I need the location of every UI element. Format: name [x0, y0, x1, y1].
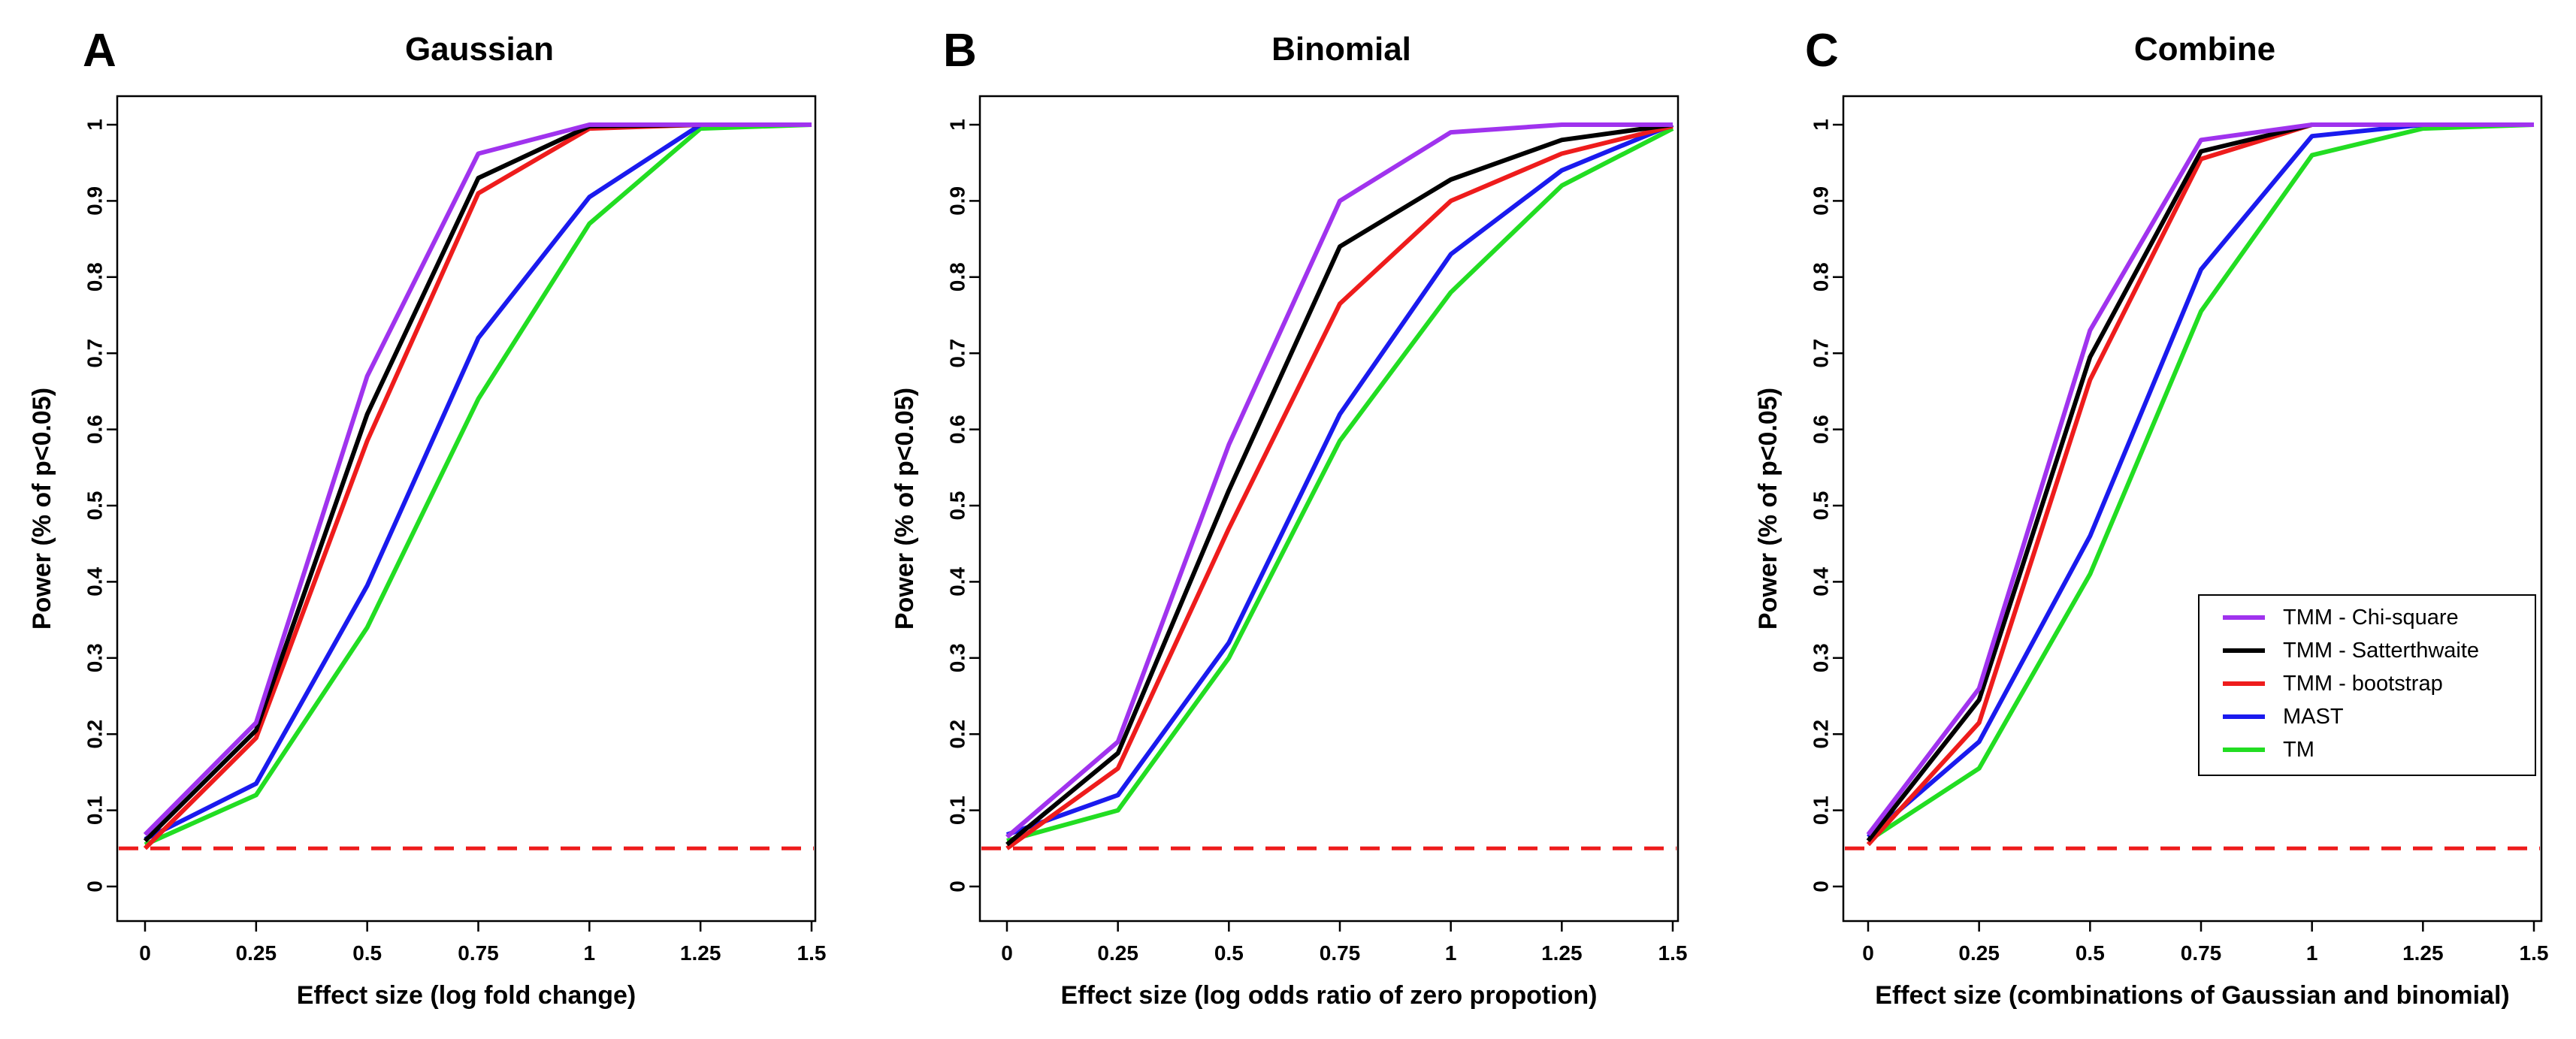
series-line-tm [1867, 122, 2535, 843]
plot-frame [1842, 95, 2543, 923]
x-tick-label: 1 [584, 941, 596, 965]
y-tick-label: 0.5 [1810, 491, 1833, 521]
legend-entry: TMM - Chi-square [2283, 606, 2459, 630]
legend-entry: TMM - Satterthwaite [2283, 639, 2479, 663]
x-tick-label: 0 [139, 941, 151, 965]
y-tick-label: 0.1 [1810, 796, 1833, 825]
y-tick-label: 0.2 [83, 720, 107, 749]
y-axis-label: Power (% of p<0.05) [1754, 388, 1782, 630]
y-tick-label: 0.2 [946, 720, 969, 749]
y-tick-label: 0.1 [946, 796, 969, 825]
y-tick-label: 0.8 [946, 262, 969, 291]
chart-title: Binomial [1271, 31, 1411, 68]
panel-label: B [943, 25, 977, 77]
y-axis-label: Power (% of p<0.05) [28, 388, 56, 630]
series-line-tm [144, 122, 812, 847]
series-line-tm [1006, 126, 1674, 844]
legend-entry: TM [2283, 738, 2314, 762]
y-tick-label: 0.6 [1810, 415, 1833, 444]
y-tick-label: 0.8 [83, 262, 107, 291]
legend-entry: MAST [2283, 705, 2344, 729]
x-tick-label: 0.75 [2181, 941, 2222, 965]
y-tick-label: 0.6 [83, 415, 107, 444]
y-tick-label: 0.7 [83, 339, 107, 368]
x-tick-label: 0 [1001, 941, 1013, 965]
x-axis-label: Effect size (log odds ratio of zero prop… [1061, 981, 1598, 1010]
y-tick-label: 0.7 [946, 339, 969, 368]
x-tick-label: 1.25 [2402, 941, 2444, 965]
y-tick-label: 0.6 [946, 415, 969, 444]
y-tick-label: 0.8 [1810, 262, 1833, 291]
legend: TMM - Chi-square TMM - Satterthwaite TMM -… [2198, 594, 2536, 776]
x-tick-label: 0.5 [352, 941, 382, 965]
y-tick-label: 0.5 [946, 491, 969, 521]
x-tick-label: 1 [2306, 941, 2318, 965]
y-tick-label: 0 [83, 880, 107, 893]
x-axis-label: Effect size (log fold change) [297, 981, 636, 1010]
x-tick-label: 1.25 [1541, 941, 1583, 965]
y-tick-label: 0.4 [1810, 567, 1833, 597]
x-tick-label: 1.5 [2520, 941, 2549, 965]
panel-a: A Gaussian 0 0.1 0.2 0.3 0.4 0.5 0.6 0.7 0.8 0.9 1 0 0… [28, 25, 826, 1010]
x-tick-label: 0 [1862, 941, 1874, 965]
panel-b: B Binomial 0 0.1 0.2 0.3 0.4 0.5 0.6 0.7 0.8 0.9 1 0 0… [890, 25, 1687, 1010]
x-tick-label: 1 [1445, 941, 1457, 965]
x-tick-label: 0.5 [1214, 941, 1244, 965]
x-tick-label: 1.5 [797, 941, 827, 965]
x-tick-label: 0.5 [2076, 941, 2105, 965]
chart-title: Gaussian [405, 31, 554, 68]
series-line-tmm-chi-square [1005, 122, 1673, 839]
y-tick-label: 1 [83, 119, 107, 131]
series-line-mast [1005, 122, 1674, 837]
y-tick-label: 0 [1810, 880, 1833, 893]
y-tick-label: 1 [946, 119, 969, 131]
plot-frame [116, 95, 817, 923]
panel-c: C Combine 0 0.1 0.2 0.3 0.4 0.5 0.6 0.7 0.8 0.9 1 0 0.… [1754, 25, 2548, 1010]
x-tick-label: 0.25 [1097, 941, 1138, 965]
y-tick-label: 1 [1810, 119, 1833, 131]
legend-entry: TMM - bootstrap [2283, 672, 2443, 696]
x-axis-label: Effect size (combinations of Gaussian an… [1875, 981, 2509, 1010]
series-line-tmm-chi-square [1866, 122, 2534, 836]
series-line-tmm-satterthwaite [1005, 122, 1673, 847]
x-tick-label: 0.25 [1958, 941, 2000, 965]
panel-label: A [83, 25, 116, 77]
y-tick-label: 0.3 [946, 643, 969, 672]
x-tick-label: 0.25 [236, 941, 277, 965]
y-tick-label: 0.4 [83, 567, 107, 597]
y-tick-label: 0.5 [83, 491, 107, 521]
y-tick-label: 0.3 [1810, 643, 1833, 672]
y-tick-label: 0 [946, 880, 969, 893]
plot-frame [978, 95, 1680, 923]
x-tick-label: 0.75 [458, 941, 499, 965]
series-line-tmm-chi-square [143, 122, 812, 837]
y-tick-label: 0.9 [1810, 186, 1833, 216]
y-tick-label: 0.3 [83, 643, 107, 672]
y-tick-label: 0.4 [946, 567, 969, 597]
series-line-tmm-bootstrap [1005, 124, 1673, 850]
x-tick-label: 1.25 [680, 941, 721, 965]
y-tick-label: 0.1 [83, 796, 107, 825]
x-tick-label: 1.5 [1658, 941, 1688, 965]
panel-label: C [1805, 25, 1839, 77]
y-tick-label: 0.7 [1810, 339, 1833, 368]
x-tick-label: 0.75 [1320, 941, 1361, 965]
y-tick-label: 0.9 [946, 186, 969, 216]
y-axis-label: Power (% of p<0.05) [890, 388, 919, 630]
y-tick-label: 0.9 [83, 186, 107, 216]
chart-title: Combine [2134, 31, 2275, 68]
y-tick-label: 0.2 [1810, 720, 1833, 749]
